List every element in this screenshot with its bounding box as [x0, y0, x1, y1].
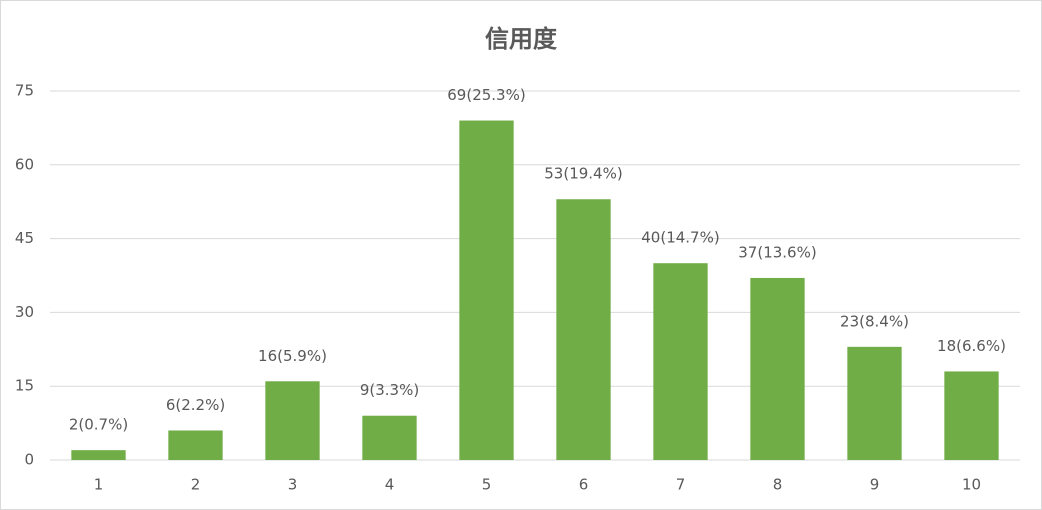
value-label: 37(13.6%): [738, 243, 816, 261]
y-tick-label: 15: [15, 377, 34, 395]
value-label: 6(2.2%): [166, 396, 225, 414]
value-label: 16(5.9%): [258, 347, 327, 365]
value-label: 23(8.4%): [840, 312, 909, 330]
x-tick-label: 4: [385, 476, 395, 494]
value-label: 2(0.7%): [69, 416, 128, 434]
y-tick-label: 45: [15, 229, 34, 247]
y-tick-label: 60: [15, 155, 34, 173]
value-label: 53(19.4%): [544, 165, 622, 183]
bar: [71, 450, 126, 460]
value-label: 69(25.3%): [447, 86, 525, 104]
bar: [168, 430, 223, 460]
value-label: 18(6.6%): [937, 337, 1006, 355]
x-tick-label: 8: [773, 476, 783, 494]
x-tick-label: 7: [676, 476, 686, 494]
value-label: 40(14.7%): [641, 229, 719, 247]
x-tick-label: 6: [579, 476, 589, 494]
bar: [459, 120, 514, 461]
bar: [265, 381, 320, 460]
bar: [653, 263, 708, 460]
x-tick-label: 10: [962, 476, 981, 494]
x-tick-label: 3: [288, 476, 298, 494]
x-tick-label: 9: [870, 476, 880, 494]
x-tick-label: 1: [94, 476, 104, 494]
value-label: 9(3.3%): [360, 381, 419, 399]
y-tick-label: 75: [15, 82, 34, 100]
y-tick-label: 0: [24, 451, 34, 469]
bar: [750, 277, 805, 460]
bar: [944, 371, 999, 460]
x-tick-label: 5: [482, 476, 492, 494]
bar: [847, 346, 902, 460]
x-tick-label: 2: [191, 476, 201, 494]
y-tick-label: 30: [15, 303, 34, 321]
chart-title: 信用度: [485, 25, 558, 53]
bar: [556, 199, 611, 461]
bar: [362, 415, 417, 460]
